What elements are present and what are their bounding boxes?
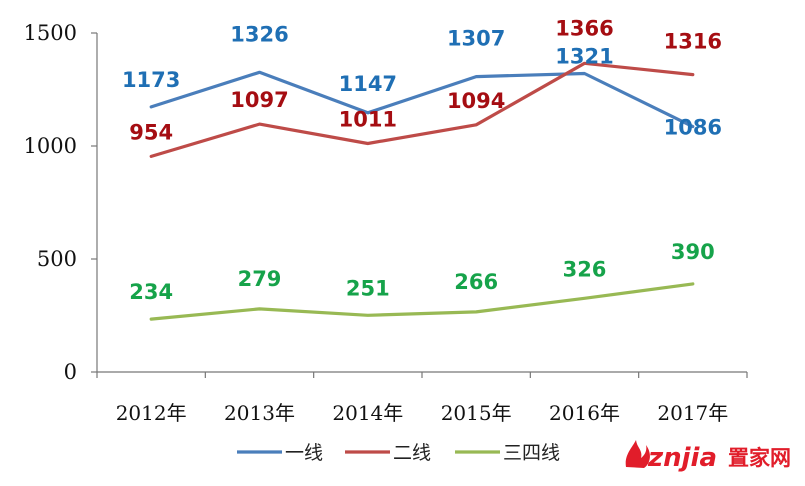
data-label: 326 [563,257,607,281]
data-label: 1097 [230,88,288,112]
legend-label-2: 二线 [393,442,431,464]
x-tick-label: 2017年 [657,401,728,425]
data-label: 954 [129,120,173,144]
x-tick-label: 2015年 [441,401,512,425]
data-label: 1173 [122,68,180,92]
data-label: 1011 [339,108,397,132]
x-tick-label: 2016年 [549,401,620,425]
series-line-1 [149,70,695,129]
data-label: 1086 [664,116,722,140]
data-labels: 1173 1326 1147 1307 1321 1086 954 1097 1011 1094 1… [122,16,722,304]
series-line-2 [149,61,695,158]
watermark-logo: znjia 置家网 [625,440,791,473]
series-line-3 [149,282,695,321]
data-label: 1094 [447,89,505,113]
y-tick-label: 500 [37,247,77,271]
data-label: 390 [671,240,715,264]
data-label: 1366 [555,16,613,40]
y-tick-label: 1000 [24,134,77,158]
data-label: 1326 [230,22,288,46]
x-tick-label: 2014年 [332,401,403,425]
series-group [149,61,695,321]
x-tick-label: 2012年 [116,401,187,425]
y-tick-label: 1500 [24,21,77,45]
data-label: 1321 [555,44,613,68]
legend: 一线 二线 三四线 [237,442,560,464]
data-label: 1316 [664,30,722,54]
legend-label-3: 三四线 [503,442,560,464]
legend-label-1: 一线 [285,442,323,464]
watermark-flame-icon [625,440,650,468]
watermark-brand: znjia [647,443,717,473]
watermark-suffix: 置家网 [728,446,791,470]
data-label: 1147 [339,72,397,96]
axes: 0 500 1000 1500 2012年 2013年 2014年 2015年 2016年 201… [24,21,748,425]
data-label: 251 [346,276,390,300]
x-tick-label: 2013年 [224,401,295,425]
data-label: 266 [454,270,498,294]
data-label: 234 [129,280,173,304]
data-label: 1307 [447,27,505,51]
y-tick-label: 0 [64,360,77,384]
data-label: 279 [238,267,282,291]
